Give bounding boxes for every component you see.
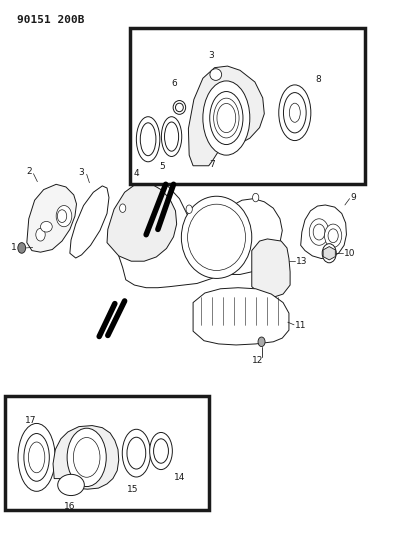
Circle shape: [18, 243, 26, 253]
Polygon shape: [193, 288, 289, 345]
Circle shape: [186, 205, 192, 214]
Polygon shape: [118, 183, 282, 288]
Circle shape: [58, 210, 67, 222]
Text: 9: 9: [351, 193, 357, 202]
Polygon shape: [252, 239, 290, 297]
Text: 3: 3: [78, 167, 84, 176]
Ellipse shape: [175, 103, 183, 112]
Polygon shape: [70, 186, 109, 258]
Circle shape: [322, 244, 336, 263]
Ellipse shape: [58, 474, 84, 496]
Text: 13: 13: [296, 257, 307, 265]
Text: 7: 7: [210, 160, 215, 169]
Circle shape: [36, 228, 45, 241]
Circle shape: [163, 177, 169, 186]
Text: 8: 8: [316, 75, 321, 84]
Ellipse shape: [279, 85, 311, 141]
Circle shape: [325, 248, 333, 259]
Ellipse shape: [188, 204, 245, 270]
Ellipse shape: [210, 92, 243, 144]
Circle shape: [258, 337, 265, 346]
Text: 3: 3: [209, 51, 214, 60]
Polygon shape: [301, 205, 346, 259]
Ellipse shape: [150, 432, 172, 470]
Ellipse shape: [162, 117, 182, 157]
FancyBboxPatch shape: [5, 397, 209, 511]
Text: 6: 6: [171, 79, 177, 88]
Ellipse shape: [122, 429, 151, 477]
Polygon shape: [107, 183, 177, 261]
Polygon shape: [188, 66, 264, 166]
Ellipse shape: [127, 437, 146, 469]
Text: 16: 16: [64, 502, 76, 511]
Ellipse shape: [217, 103, 236, 133]
Ellipse shape: [24, 433, 49, 481]
Text: 17: 17: [25, 416, 36, 425]
Ellipse shape: [73, 438, 100, 477]
Ellipse shape: [67, 428, 106, 487]
Text: 14: 14: [173, 473, 185, 482]
Circle shape: [56, 206, 72, 227]
Ellipse shape: [28, 442, 45, 473]
FancyBboxPatch shape: [130, 28, 365, 184]
Ellipse shape: [136, 117, 160, 162]
Ellipse shape: [283, 93, 306, 133]
Circle shape: [119, 204, 126, 213]
Ellipse shape: [18, 423, 55, 491]
Text: 12: 12: [251, 357, 263, 366]
Circle shape: [313, 224, 325, 240]
Text: 2: 2: [26, 166, 32, 175]
Text: 11: 11: [295, 321, 306, 330]
Circle shape: [253, 193, 259, 202]
Ellipse shape: [41, 221, 52, 232]
Ellipse shape: [210, 69, 222, 80]
Ellipse shape: [214, 98, 239, 138]
Ellipse shape: [173, 101, 186, 114]
Polygon shape: [323, 247, 335, 260]
Text: 4: 4: [134, 169, 139, 178]
Polygon shape: [53, 425, 119, 489]
Polygon shape: [27, 184, 76, 252]
Circle shape: [309, 219, 329, 245]
Ellipse shape: [140, 123, 156, 156]
Ellipse shape: [154, 439, 169, 463]
Text: 15: 15: [127, 484, 139, 494]
Ellipse shape: [203, 81, 250, 155]
Text: 10: 10: [344, 249, 355, 258]
Ellipse shape: [289, 103, 300, 122]
Circle shape: [325, 224, 342, 247]
Ellipse shape: [181, 196, 252, 278]
Text: 1: 1: [11, 244, 16, 253]
Text: 90151 200B: 90151 200B: [17, 14, 85, 25]
Ellipse shape: [165, 122, 178, 151]
Circle shape: [328, 229, 338, 243]
Text: 5: 5: [159, 163, 165, 171]
